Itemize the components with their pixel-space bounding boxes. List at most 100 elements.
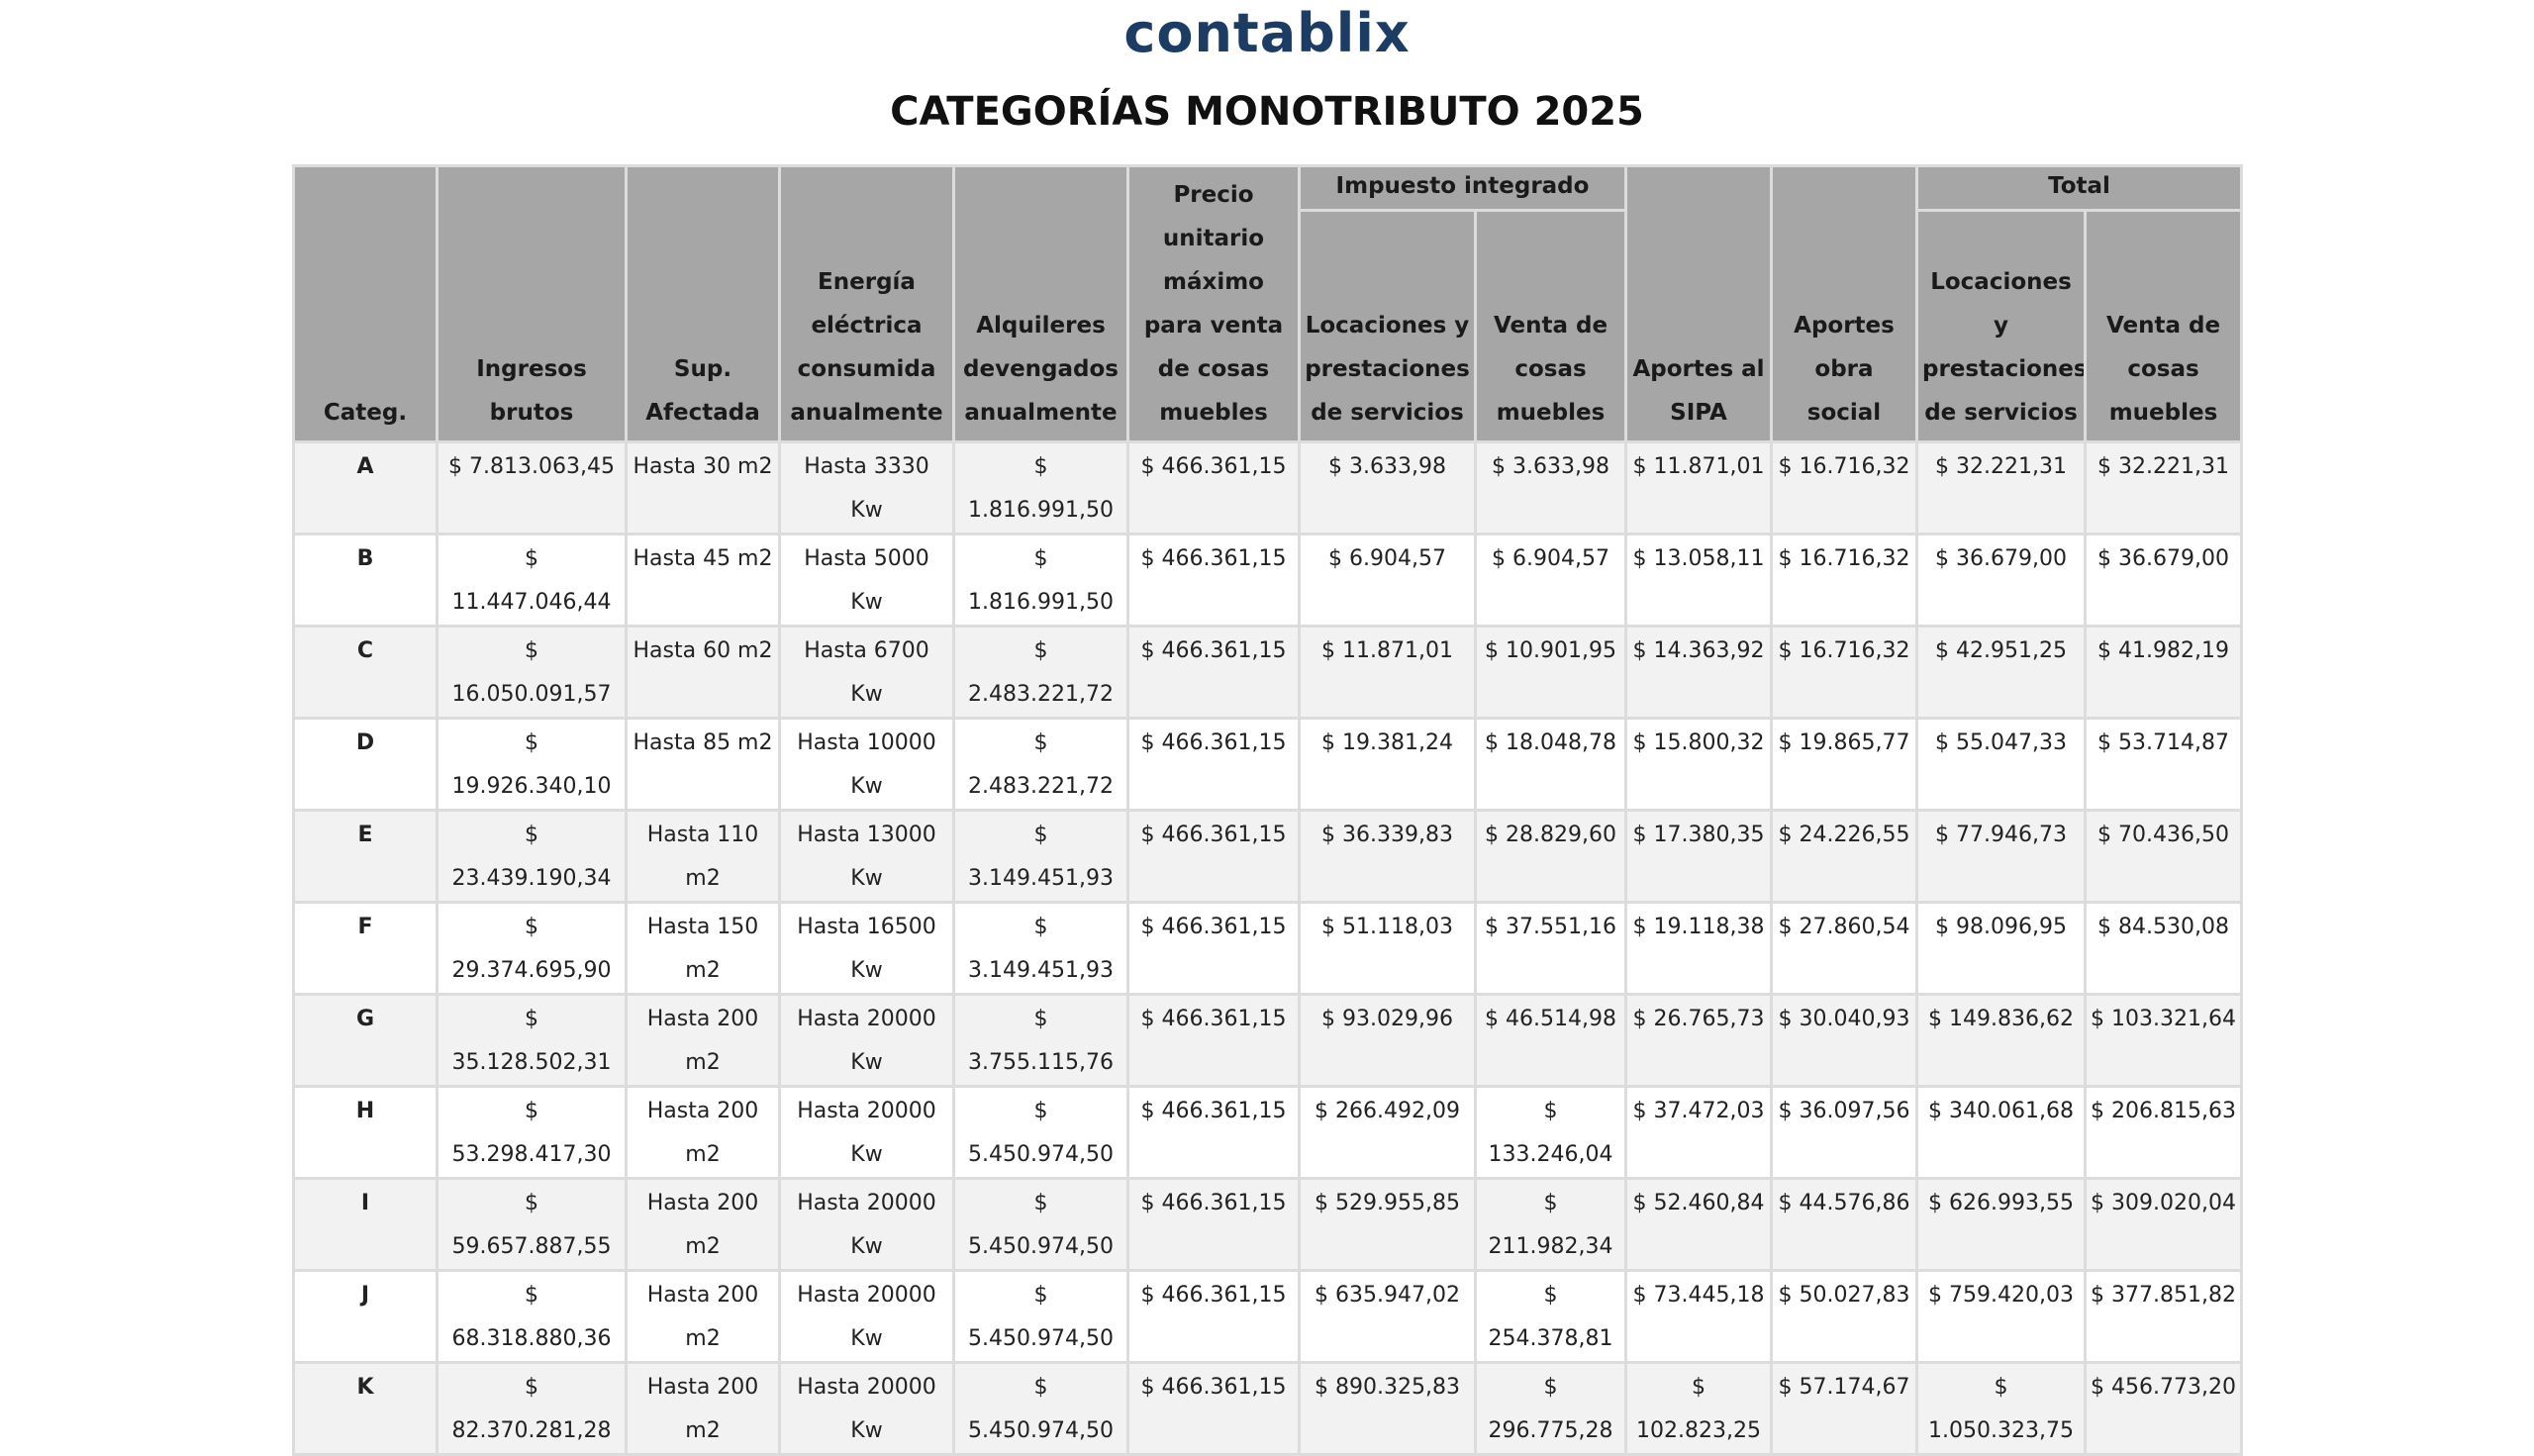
table-cell: $ 466.361,15 [1126, 1177, 1301, 1272]
table-cell: Hasta 200 m2 [625, 1361, 781, 1456]
table-cell: Hasta 5000 Kw [778, 533, 955, 628]
table-cell: $ 1.816.991,50 [952, 440, 1129, 535]
category-cell: F [292, 901, 439, 996]
table-cell: Hasta 200 m2 [625, 1177, 781, 1272]
table-cell: $ 1.050.323,75 [1915, 1361, 2087, 1456]
table-cell: $ 7.813.063,45 [436, 440, 628, 535]
table-cell: Hasta 200 m2 [625, 1269, 781, 1364]
column-header: Energía eléctrica consumida anualmente [778, 164, 955, 443]
table-cell: $ 5.450.974,50 [952, 1269, 1129, 1364]
table-cell: Hasta 30 m2 [625, 440, 781, 535]
table-row: H $ 53.298.417,30 Hasta 200 m2 Hasta 20000 … [292, 1085, 2243, 1180]
table-row: E $ 23.439.190,34 Hasta 110 m2 Hasta 13000 … [292, 809, 2243, 904]
table-row: I $ 59.657.887,55 Hasta 200 m2 Hasta 20000 … [292, 1177, 2243, 1272]
table-cell: Hasta 20000 Kw [778, 1361, 955, 1456]
table-cell: $ 254.378,81 [1474, 1269, 1627, 1364]
table-cell: $ 28.829,60 [1474, 809, 1627, 904]
table-cell: $ 70.436,50 [2084, 809, 2243, 904]
table-cell: $ 466.361,15 [1126, 1361, 1301, 1456]
logo: contablix [1123, 2, 1411, 64]
table-cell: Hasta 20000 Kw [778, 993, 955, 1088]
table-cell: $ 3.755.115,76 [952, 993, 1129, 1088]
table-cell: $ 19.118,38 [1624, 901, 1773, 996]
table-cell: $ 32.221,31 [2084, 440, 2243, 535]
table-cell: $ 37.551,16 [1474, 901, 1627, 996]
table-cell: $ 27.860,54 [1770, 901, 1918, 996]
table-cell: $ 626.993,55 [1915, 1177, 2087, 1272]
table-cell: $ 59.657.887,55 [436, 1177, 628, 1272]
table-cell: $ 26.765,73 [1624, 993, 1773, 1088]
table-cell: $ 6.904,57 [1474, 533, 1627, 628]
table-cell: $ 23.439.190,34 [436, 809, 628, 904]
column-header: Aportes al SIPA [1624, 164, 1773, 443]
table-cell: $ 77.946,73 [1915, 809, 2087, 904]
table-cell: Hasta 6700 Kw [778, 625, 955, 720]
table-body: A $ 7.813.063,45 Hasta 30 m2 Hasta 3330 Kw $… [292, 440, 2243, 1456]
group-header: Impuesto integrado [1298, 164, 1627, 212]
table-cell: $ 84.530,08 [2084, 901, 2243, 996]
table-cell: $ 466.361,15 [1126, 1085, 1301, 1180]
table-cell: $ 466.361,15 [1126, 440, 1301, 535]
table-cell: Hasta 150 m2 [625, 901, 781, 996]
table-cell: $ 3.149.451,93 [952, 809, 1129, 904]
table-cell: $ 51.118,03 [1298, 901, 1477, 996]
table-cell: $ 36.339,83 [1298, 809, 1477, 904]
table-cell: $ 1.816.991,50 [952, 533, 1129, 628]
category-cell: E [292, 809, 439, 904]
table-cell: Hasta 85 m2 [625, 717, 781, 812]
table-cell: $ 529.955,85 [1298, 1177, 1477, 1272]
table-cell: $ 466.361,15 [1126, 533, 1301, 628]
table-cell: $ 15.800,32 [1624, 717, 1773, 812]
table-cell: $ 377.851,82 [2084, 1269, 2243, 1364]
table-cell: $ 3.149.451,93 [952, 901, 1129, 996]
table-cell: Hasta 13000 Kw [778, 809, 955, 904]
table-cell: $ 13.058,11 [1624, 533, 1773, 628]
table-cell: $ 11.447.046,44 [436, 533, 628, 628]
table-cell: $ 102.823,25 [1624, 1361, 1773, 1456]
table-cell: $ 466.361,15 [1126, 993, 1301, 1088]
table-row: A $ 7.813.063,45 Hasta 30 m2 Hasta 3330 Kw $… [292, 440, 2243, 535]
table-row: B $ 11.447.046,44 Hasta 45 m2 Hasta 5000 Kw… [292, 533, 2243, 628]
category-cell: H [292, 1085, 439, 1180]
table-row: G $ 35.128.502,31 Hasta 200 m2 Hasta 20000 … [292, 993, 2243, 1088]
table-cell: Hasta 3330 Kw [778, 440, 955, 535]
table-cell: $ 635.947,02 [1298, 1269, 1477, 1364]
table-row: F $ 29.374.695,90 Hasta 150 m2 Hasta 16500 … [292, 901, 2243, 996]
table-cell: $ 73.445,18 [1624, 1269, 1773, 1364]
table-cell: $ 37.472,03 [1624, 1085, 1773, 1180]
table-cell: $ 16.716,32 [1770, 625, 1918, 720]
table-row: C $ 16.050.091,57 Hasta 60 m2 Hasta 6700 Kw… [292, 625, 2243, 720]
category-cell: K [292, 1361, 439, 1456]
table-cell: Hasta 45 m2 [625, 533, 781, 628]
table-cell: $ 456.773,20 [2084, 1361, 2243, 1456]
table-cell: $ 53.714,87 [2084, 717, 2243, 812]
table-cell: $ 57.174,67 [1770, 1361, 1918, 1456]
table-cell: Hasta 200 m2 [625, 1085, 781, 1180]
table-cell: $ 16.716,32 [1770, 533, 1918, 628]
table-cell: $ 466.361,15 [1126, 901, 1301, 996]
table-cell: $ 133.246,04 [1474, 1085, 1627, 1180]
table-cell: $ 44.576,86 [1770, 1177, 1918, 1272]
table-cell: $ 759.420,03 [1915, 1269, 2087, 1364]
table-cell: $ 103.321,64 [2084, 993, 2243, 1088]
table-cell: $ 19.865,77 [1770, 717, 1918, 812]
table-cell: $ 890.325,83 [1298, 1361, 1477, 1456]
table-cell: $ 55.047,33 [1915, 717, 2087, 812]
table-cell: Hasta 16500 Kw [778, 901, 955, 996]
table-cell: Hasta 10000 Kw [778, 717, 955, 812]
table-cell: $ 466.361,15 [1126, 625, 1301, 720]
column-header: Precio unitario máximo para venta de cos… [1126, 164, 1301, 443]
table-cell: $ 30.040,93 [1770, 993, 1918, 1088]
table-cell: $ 5.450.974,50 [952, 1085, 1129, 1180]
table-cell: $ 24.226,55 [1770, 809, 1918, 904]
column-header: Alquileres devengados anualmente [952, 164, 1129, 443]
page: contablix CATEGORÍAS MONOTRIBUTO 2025 Ca… [292, 2, 2243, 1456]
table-cell: $ 466.361,15 [1126, 717, 1301, 812]
column-header: Locaciones y prestaciones de servicios [1298, 208, 1477, 444]
table-cell: $ 16.050.091,57 [436, 625, 628, 720]
table-cell: Hasta 20000 Kw [778, 1177, 955, 1272]
table-cell: $ 32.221,31 [1915, 440, 2087, 535]
table-cell: $ 17.380,35 [1624, 809, 1773, 904]
table-row: D $ 19.926.340,10 Hasta 85 m2 Hasta 10000 K… [292, 717, 2243, 812]
group-header: Total [1915, 164, 2243, 212]
